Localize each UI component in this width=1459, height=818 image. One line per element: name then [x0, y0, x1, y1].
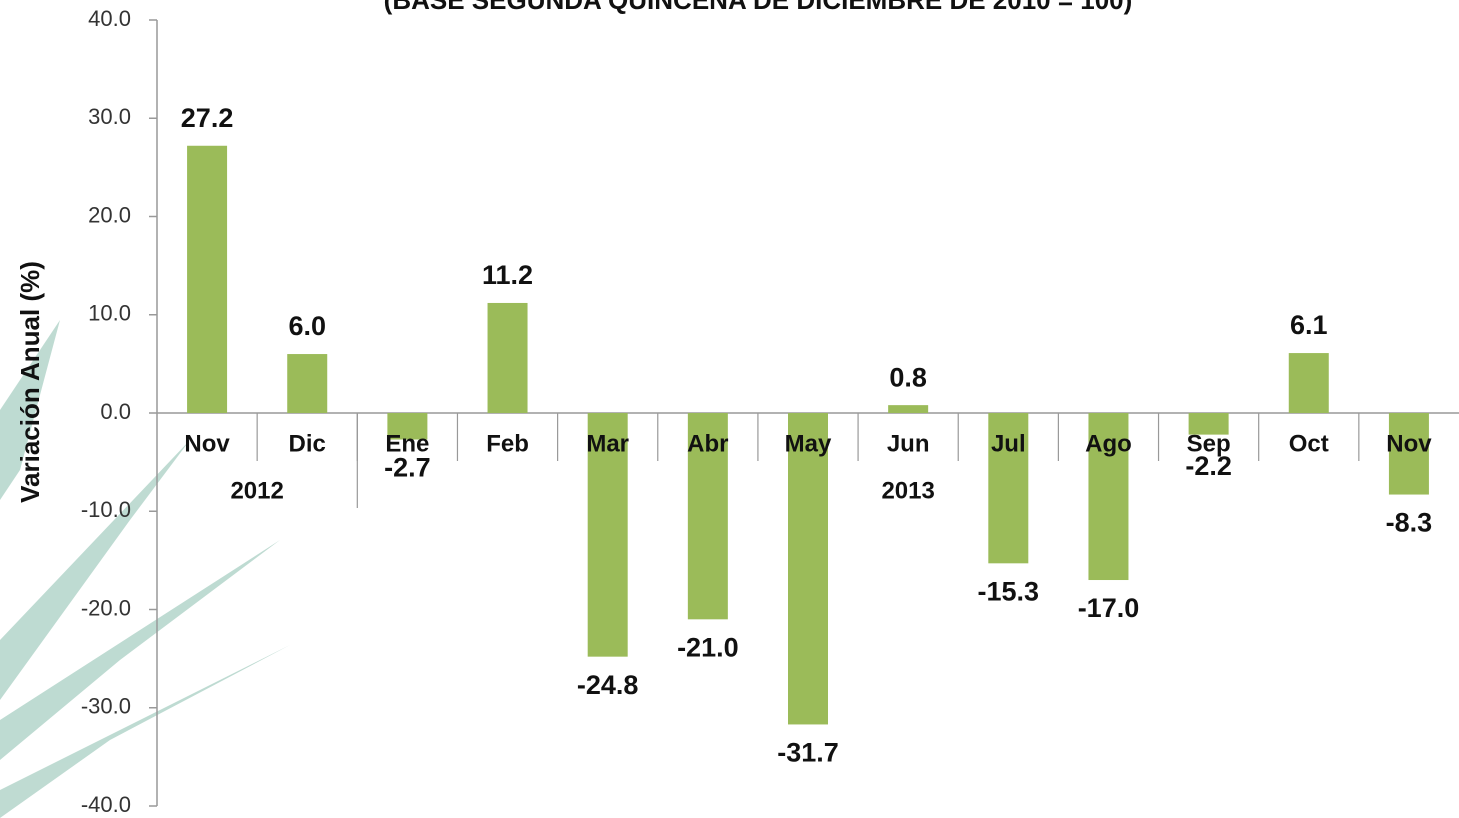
x-tick-label: Jul — [991, 430, 1026, 457]
bar — [888, 405, 929, 413]
bar — [487, 302, 528, 413]
value-label: -2.7 — [384, 453, 431, 483]
x-tick-label: Nov — [1386, 430, 1432, 457]
value-label: 6.1 — [1290, 310, 1328, 340]
value-label: -2.2 — [1185, 451, 1232, 481]
x-tick-label: Ago — [1085, 430, 1132, 457]
x-tick-label: May — [785, 430, 832, 457]
value-label: 6.0 — [288, 311, 326, 341]
x-tick-label: Dic — [289, 430, 326, 457]
bar — [687, 413, 728, 620]
group-label: 2012 — [230, 477, 283, 504]
value-label: -24.8 — [577, 670, 639, 700]
value-label: -8.3 — [1386, 508, 1433, 538]
y-tick-label: -10.0 — [81, 497, 131, 522]
y-tick-label: 10.0 — [88, 301, 131, 326]
bar — [1388, 413, 1429, 495]
x-tick-label: Oct — [1289, 430, 1329, 457]
value-label: -31.7 — [777, 738, 839, 768]
y-tick-label: -20.0 — [81, 595, 131, 620]
bar — [387, 413, 428, 440]
value-label: 11.2 — [482, 260, 533, 290]
bar — [287, 354, 328, 413]
bar — [788, 413, 828, 725]
value-label: -17.0 — [1078, 593, 1140, 623]
background-leaves — [0, 320, 290, 818]
value-label: -21.0 — [677, 632, 739, 662]
y-tick-label: 20.0 — [88, 202, 131, 227]
x-tick-label: Mar — [586, 430, 629, 457]
x-tick-label: Jun — [887, 430, 930, 457]
bar — [1288, 353, 1329, 413]
x-tick-label: Ene — [385, 430, 429, 457]
group-label: 2013 — [881, 477, 934, 504]
chart-subtitle: (BASE SEGUNDA QUINCENA DE DICIEMBRE DE 2… — [384, 0, 1133, 15]
bar — [187, 145, 228, 413]
bar — [988, 413, 1029, 564]
bar — [587, 413, 628, 657]
value-label: -15.3 — [978, 576, 1040, 606]
y-tick-label: 30.0 — [88, 104, 131, 129]
y-axis-label: Variación Anual (%) — [15, 261, 45, 503]
y-tick-label: 40.0 — [88, 6, 131, 31]
y-tick-label: -30.0 — [81, 694, 131, 719]
bar — [1088, 413, 1129, 581]
x-tick-label: Nov — [184, 430, 230, 457]
y-tick-label: -40.0 — [81, 792, 131, 817]
value-label: 0.8 — [889, 362, 927, 392]
x-tick-label: Feb — [486, 430, 529, 457]
y-tick-label: 0.0 — [100, 399, 131, 424]
x-tick-label: Sep — [1187, 430, 1231, 457]
bar — [1188, 413, 1229, 435]
value-label: 27.2 — [181, 103, 234, 133]
x-tick-label: Abr — [687, 430, 728, 457]
